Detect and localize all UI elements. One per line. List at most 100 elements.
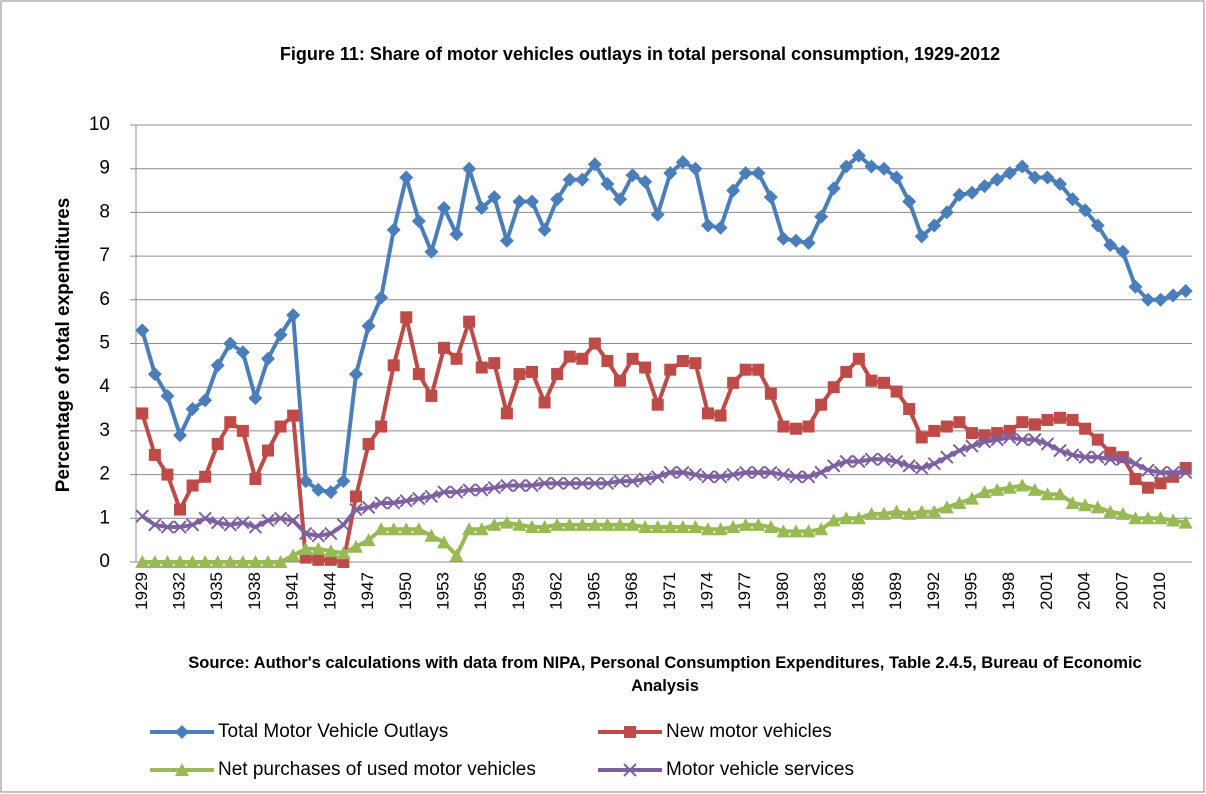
marker [399,494,413,508]
marker [701,522,715,536]
marker [613,474,627,488]
x-tick-label: 2007 [1112,572,1131,610]
marker [877,161,891,176]
marker [626,352,639,365]
marker [990,482,1005,496]
marker-stroke [173,520,187,534]
marker [826,513,841,527]
marker [1053,443,1067,458]
marker [890,385,903,398]
marker [160,388,175,403]
marker [1128,456,1143,471]
marker [425,389,438,402]
marker-stroke [387,496,401,510]
marker-stroke [827,459,841,473]
marker [814,522,829,536]
series-line [141,435,1186,538]
marker-stroke [273,511,288,526]
marker [1116,452,1130,467]
marker [1016,416,1029,429]
marker [437,201,451,216]
marker [751,517,766,531]
marker [412,491,426,506]
marker-stroke [613,474,627,488]
marker [236,515,250,530]
marker [1128,511,1143,525]
marker [499,233,514,248]
x-tick-label: 2001 [1037,572,1056,610]
marker [851,511,866,525]
marker [827,459,841,473]
marker [776,231,791,246]
marker [1078,450,1092,464]
marker [311,529,325,543]
marker-stroke [1103,452,1117,467]
marker [675,520,690,534]
x-tick-label: 1977 [735,572,754,610]
marker [1166,465,1180,480]
marker [965,439,979,453]
marker [814,465,828,480]
x-tick-label: 1983 [811,572,830,610]
marker [475,361,488,374]
marker [362,438,375,451]
marker [1166,513,1181,527]
marker [663,465,677,480]
marker [562,517,577,531]
marker [386,222,401,237]
marker [175,763,189,776]
marker [411,214,426,229]
marker [1054,411,1066,424]
marker-stroke [462,483,476,497]
x-tick-label: 1992 [924,572,943,610]
marker-stroke [776,467,791,482]
marker [889,170,904,185]
marker-stroke [864,452,879,467]
marker [324,526,338,541]
marker [965,491,979,505]
marker [852,352,865,365]
marker [512,517,527,531]
marker [512,194,527,209]
marker-stroke [248,520,263,534]
marker [587,157,602,172]
marker-stroke [487,481,501,495]
marker [625,517,640,531]
x-tick-label: 1935 [207,572,226,610]
marker [1178,284,1193,299]
marker [601,354,614,367]
marker-stroke [185,518,200,532]
marker [1179,465,1193,480]
marker-stroke [852,454,866,469]
marker [1079,422,1092,435]
marker [387,496,401,510]
marker [739,465,753,480]
x-tick-label: 1968 [622,572,641,610]
marker [939,205,954,220]
marker [1142,481,1154,494]
marker-stroke [977,435,992,449]
marker [261,351,275,366]
marker-stroke [600,476,615,491]
marker-stroke [223,518,237,532]
marker [576,352,589,365]
marker [977,179,992,194]
marker [1129,472,1142,485]
marker [927,456,941,471]
x-tick-label: 1986 [848,572,867,610]
x-tick-label: 1947 [358,572,377,610]
marker [939,500,954,514]
marker [375,420,388,433]
marker-stroke [651,470,665,484]
marker [424,244,439,259]
x-tick-label: 1989 [886,572,905,610]
marker [135,555,150,568]
marker [273,327,288,342]
marker [638,174,653,189]
marker [600,476,615,491]
marker-stroke [1003,430,1017,445]
marker [1166,288,1181,303]
marker-stroke [801,470,816,484]
marker [462,161,477,176]
marker [688,161,703,176]
